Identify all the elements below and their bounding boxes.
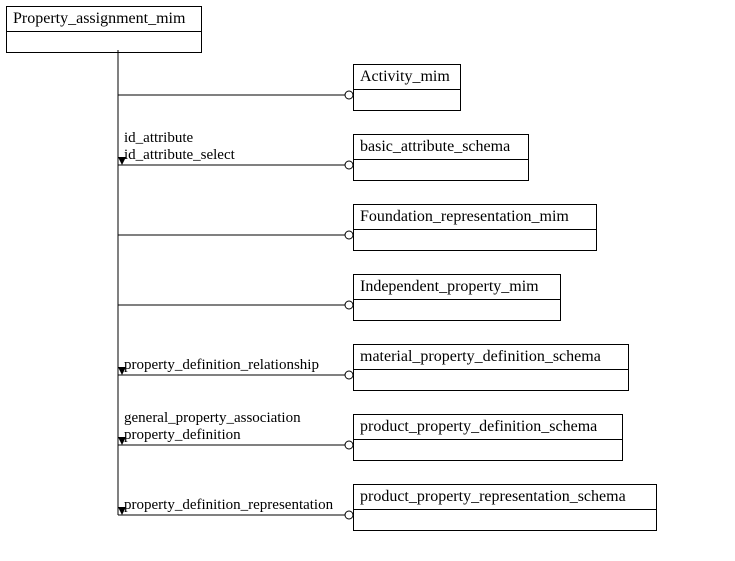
schema-label: basic_attribute_schema bbox=[354, 135, 528, 160]
schema-label: material_property_definition_schema bbox=[354, 345, 628, 370]
schema-body bbox=[354, 160, 528, 180]
schema-box-activity: Activity_mim bbox=[353, 64, 461, 111]
schema-box-foundation: Foundation_representation_mim bbox=[353, 204, 597, 251]
schema-box-prodprop: product_property_definition_schema bbox=[353, 414, 623, 461]
schema-label: Foundation_representation_mim bbox=[354, 205, 596, 230]
root-schema-body bbox=[7, 32, 201, 52]
edge-label: id_attribute_select bbox=[124, 147, 235, 164]
schema-box-prodrep: product_property_representation_schema bbox=[353, 484, 657, 531]
edge-label: id_attribute bbox=[124, 130, 193, 147]
edge-label: property_definition bbox=[124, 427, 241, 444]
schema-label: product_property_definition_schema bbox=[354, 415, 622, 440]
schema-body bbox=[354, 230, 596, 250]
schema-body bbox=[354, 90, 460, 110]
edge-label: property_definition_representation bbox=[124, 497, 333, 514]
schema-label: Activity_mim bbox=[354, 65, 460, 90]
root-schema-box: Property_assignment_mim bbox=[6, 6, 202, 53]
root-schema-label: Property_assignment_mim bbox=[7, 7, 201, 32]
edge-label: property_definition_relationship bbox=[124, 357, 319, 374]
schema-box-material: material_property_definition_schema bbox=[353, 344, 629, 391]
schema-body bbox=[354, 440, 622, 460]
schema-box-basic: basic_attribute_schema bbox=[353, 134, 529, 181]
schema-body bbox=[354, 510, 656, 530]
schema-body bbox=[354, 370, 628, 390]
edge-label: general_property_association bbox=[124, 410, 301, 427]
schema-label: Independent_property_mim bbox=[354, 275, 560, 300]
schema-body bbox=[354, 300, 560, 320]
schema-box-independent: Independent_property_mim bbox=[353, 274, 561, 321]
schema-label: product_property_representation_schema bbox=[354, 485, 656, 510]
